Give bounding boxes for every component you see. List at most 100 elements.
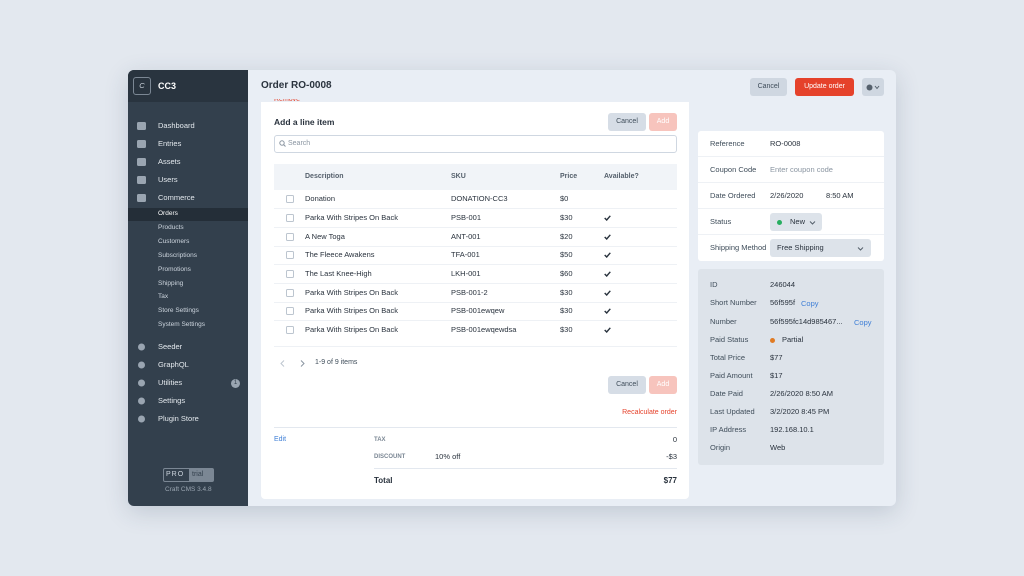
logo-letter: C	[139, 81, 145, 90]
search-box[interactable]	[274, 135, 677, 153]
meta-label: Paid Amount	[710, 371, 753, 380]
meta-value: $17	[770, 371, 783, 380]
cancel-label: Cancel	[616, 118, 638, 125]
row-divider	[274, 227, 677, 228]
row-divider	[274, 320, 677, 321]
detail-divider	[698, 208, 884, 209]
checkbox[interactable]	[286, 214, 294, 222]
nav-item[interactable]: Utilities	[158, 378, 183, 387]
version: Craft CMS 3.4.8	[165, 486, 212, 493]
status-select[interactable]	[770, 213, 822, 231]
meta-label: Date Paid	[710, 389, 743, 398]
nav-item[interactable]: Assets	[158, 157, 181, 166]
shipping-select[interactable]	[770, 239, 871, 257]
edit-link[interactable]: Edit	[274, 436, 287, 443]
subnav-item[interactable]: Products	[158, 224, 184, 231]
subnav-item[interactable]: Subscriptions	[158, 252, 198, 259]
price: $30	[560, 325, 573, 334]
edition-box	[163, 468, 214, 482]
status-chevron	[809, 221, 816, 225]
recalculate-link[interactable]: Recalculate order	[622, 409, 677, 416]
subnav-item[interactable]: Customers	[158, 238, 190, 245]
nav-item[interactable]: GraphQL	[158, 360, 189, 369]
subnav-item[interactable]: Shipping	[158, 280, 184, 287]
nav-item[interactable]: Entries	[158, 139, 182, 148]
meta-label: Last Updated	[710, 407, 755, 416]
column-header: Price	[560, 173, 578, 180]
checkbox[interactable]	[286, 251, 294, 259]
price: $0	[560, 194, 569, 203]
checkbox[interactable]	[286, 289, 294, 297]
description: The Last Knee-High	[305, 269, 372, 278]
cancel-button[interactable]	[750, 78, 787, 96]
checkbox[interactable]	[286, 326, 294, 334]
nav-item[interactable]: Plugin Store	[158, 414, 199, 423]
row-divider	[274, 246, 677, 247]
description: Parka With Stripes On Back	[305, 325, 398, 334]
add-label: Add	[656, 381, 670, 388]
nav-item[interactable]: Users	[158, 175, 178, 184]
meta-value: 3/2/2020 8:45 PM	[770, 407, 830, 416]
available-check	[604, 271, 611, 277]
add-button[interactable]	[649, 376, 677, 394]
subnav-item[interactable]: System Settings	[158, 321, 205, 328]
edition: PRO	[166, 471, 185, 478]
add-title: Add a line item	[274, 117, 335, 127]
sku: PSB-001ewqew	[451, 306, 505, 315]
checkbox[interactable]	[286, 195, 294, 203]
meta-value: 56f595fc14d985467...	[770, 317, 843, 326]
description: A New Toga	[305, 232, 345, 241]
cancel-button[interactable]	[608, 376, 646, 394]
sku: TFA-001	[451, 250, 480, 259]
column-header: Description	[305, 173, 344, 180]
copy-link[interactable]: Copy	[801, 299, 819, 308]
checkbox[interactable]	[286, 270, 294, 278]
price: $60	[560, 269, 573, 278]
checkbox[interactable]	[286, 233, 294, 241]
detail-divider	[698, 234, 884, 235]
total-label: Total	[374, 476, 393, 485]
search-placeholder: Search	[288, 140, 311, 147]
site-name: CC3	[158, 81, 177, 91]
add-button[interactable]	[649, 113, 677, 131]
tax-label: TAX	[374, 437, 386, 443]
detail-value: 2/26/2020	[770, 191, 804, 200]
copy-link[interactable]: Copy	[854, 318, 872, 327]
detail-label: Coupon Code	[710, 165, 757, 174]
meta-label: ID	[710, 280, 718, 289]
shipping-chevron	[857, 247, 864, 251]
nav-item[interactable]: Dashboard	[158, 121, 195, 130]
nav-icon	[138, 343, 145, 351]
nav-item[interactable]: Settings	[158, 396, 186, 405]
column-header: Available?	[604, 173, 639, 180]
discount-value: -$3	[666, 452, 677, 461]
detail-divider	[698, 182, 884, 183]
update-button[interactable]	[795, 78, 854, 96]
subnav-item[interactable]: Store Settings	[158, 307, 199, 314]
available-check	[604, 234, 611, 240]
tax-value: 0	[672, 435, 677, 444]
detail-label: Reference	[710, 139, 745, 148]
nav-icon	[137, 176, 146, 184]
sku: DONATION-CC3	[451, 194, 508, 203]
nav-item[interactable]: Seeder	[158, 342, 183, 351]
remove-link[interactable]: Remove	[274, 99, 301, 103]
detail-label: Date Ordered	[710, 191, 756, 200]
meta-value: 192.168.10.1	[770, 425, 814, 434]
cancel-button[interactable]	[608, 113, 646, 131]
main-panel	[261, 102, 689, 499]
meta-label: Paid Status	[710, 335, 749, 344]
row-divider	[274, 264, 677, 265]
checkbox[interactable]	[286, 307, 294, 315]
description: The Fleece Awakens	[305, 250, 375, 259]
nav-item[interactable]: Commerce	[158, 193, 195, 202]
subnav-item[interactable]: Tax	[158, 293, 169, 300]
discount-label: DISCOUNT	[374, 454, 406, 460]
subnav-item[interactable]: Promotions	[158, 266, 191, 273]
settings-button[interactable]	[862, 78, 884, 96]
search-icon	[279, 140, 286, 147]
subnav-item[interactable]: Orders	[158, 210, 178, 217]
pagination-divider	[274, 346, 677, 347]
coupon-placeholder[interactable]: Enter coupon code	[770, 165, 833, 174]
available-check	[604, 327, 611, 333]
